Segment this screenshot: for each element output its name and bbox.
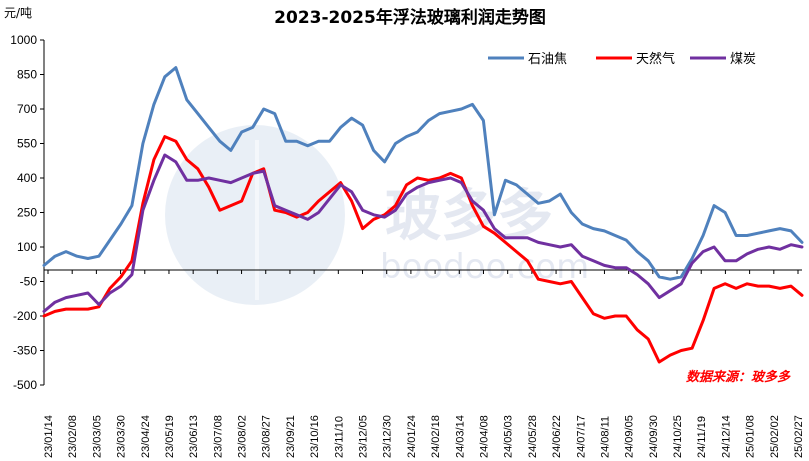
watermark-url: boodoo.com [380, 247, 589, 287]
legend-label-2: 天然气 [636, 51, 675, 67]
x-tick-label: 23/07/08 [212, 415, 224, 458]
x-tick-label: 24/05/28 [527, 415, 539, 458]
series-layer [42, 66, 804, 364]
series-line-2 [42, 135, 804, 364]
x-tick-label: 24/04/08 [478, 415, 490, 458]
x-tick-label: 24/12/14 [720, 415, 732, 458]
legend-label-1: 石油焦 [528, 52, 567, 67]
x-tick-label: 25/02/27 [793, 415, 805, 458]
y-tick-label: 700 [17, 102, 37, 116]
y-tick-label: 250 [17, 206, 37, 220]
y-tick-label: -200 [13, 309, 37, 323]
y-tick-label: 850 [17, 68, 37, 82]
series-line-1 [42, 66, 804, 281]
x-tick-label: 24/09/05 [624, 415, 636, 458]
y-tick-label: 550 [17, 137, 37, 151]
x-tick-label: 23/06/13 [188, 415, 200, 458]
x-tick-label: 23/02/08 [67, 415, 79, 458]
x-tick-label: 24/01/24 [406, 415, 418, 458]
watermark-logo-bar [255, 140, 259, 300]
y-tick-label: 100 [17, 240, 37, 254]
x-tick-label: 24/02/18 [430, 415, 442, 458]
x-tick-label: 23/10/16 [309, 415, 321, 458]
x-tick-label: 24/06/22 [551, 415, 563, 458]
legend: 石油焦 天然气 煤炭 [488, 51, 756, 67]
x-tick-label: 23/08/27 [261, 415, 273, 458]
x-tick-label: 24/11/19 [696, 416, 708, 458]
x-tick-label: 24/07/17 [575, 415, 587, 458]
x-tick-label: 23/12/30 [382, 415, 394, 458]
y-tick-label: -500 [13, 378, 37, 392]
unit-label: 元/吨 [4, 6, 32, 20]
x-tick-label: 23/12/05 [358, 415, 370, 458]
x-tick-label: 23/03/05 [91, 415, 103, 458]
source-note: 数据来源：玻多多 [686, 369, 791, 385]
x-tick-label: 25/01/08 [745, 415, 757, 458]
y-tick-label: -350 [13, 344, 37, 358]
x-tick-label: 23/09/21 [285, 415, 297, 458]
legend-label-3: 煤炭 [730, 52, 756, 67]
x-tick-label: 24/05/03 [503, 415, 515, 458]
x-tick-label: 23/08/02 [237, 415, 249, 458]
x-tick-label: 23/11/10 [333, 416, 345, 458]
y-tick-label: -50 [20, 275, 38, 289]
series-line-3 [42, 153, 804, 313]
x-tick-label: 23/03/30 [116, 415, 128, 458]
y-tick-label: 1000 [10, 33, 37, 47]
x-tick-label: 25/02/02 [769, 415, 781, 458]
chart-title: 2023-2025年浮法玻璃利润走势图 [274, 7, 546, 28]
x-tick-label: 23/05/19 [164, 415, 176, 458]
x-tick-label: 23/04/24 [140, 415, 152, 458]
x-tick-label: 24/08/11 [599, 416, 611, 458]
y-axis-ticks: 1000 850 700 550 400 250 100 -50 -200 -350 -500 [10, 33, 44, 392]
y-tick-label: 400 [17, 171, 37, 185]
x-tick-label: 24/10/25 [672, 415, 684, 458]
x-tick-label: 24/09/30 [648, 415, 660, 458]
x-tick-label: 24/03/14 [454, 415, 466, 458]
x-tick-label: 23/01/14 [43, 415, 55, 458]
x-axis-ticks: 23/01/14 23/02/08 23/03/05 23/03/30 23/04/24… [43, 270, 805, 458]
